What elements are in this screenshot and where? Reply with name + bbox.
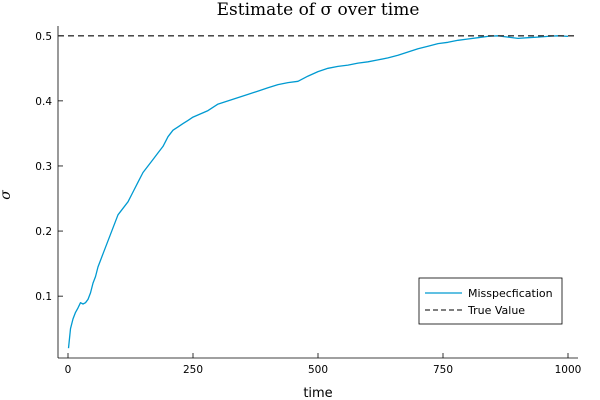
x-tick-label: 250	[183, 364, 203, 376]
legend-box	[418, 277, 563, 325]
chart-title: Estimate of σ over time	[217, 0, 420, 20]
y-tick-label: 0.3	[35, 161, 52, 173]
x-tick-label: 750	[433, 364, 453, 376]
y-axis-label: σ	[0, 190, 14, 200]
y-tick-label: 0.1	[35, 291, 52, 303]
legend-label-misspecification: Misspecfication	[468, 287, 553, 300]
y-tick-label: 0.5	[35, 31, 52, 43]
x-tick-label: 0	[65, 364, 72, 376]
x-axis-label: time	[303, 386, 332, 400]
y-tick-label: 0.4	[35, 96, 52, 108]
x-tick-label: 1000	[555, 364, 582, 376]
y-tick-label: 0.2	[35, 226, 52, 238]
x-tick-label: 500	[308, 364, 328, 376]
legend: Misspecfication True Value	[418, 277, 563, 325]
legend-label-true-value: True Value	[467, 304, 525, 317]
plot-area: 0 250 500 750 1000 0.1 0.2 0.3 0.4 0.5	[35, 26, 581, 376]
series-line-misspecification	[67, 35, 569, 349]
